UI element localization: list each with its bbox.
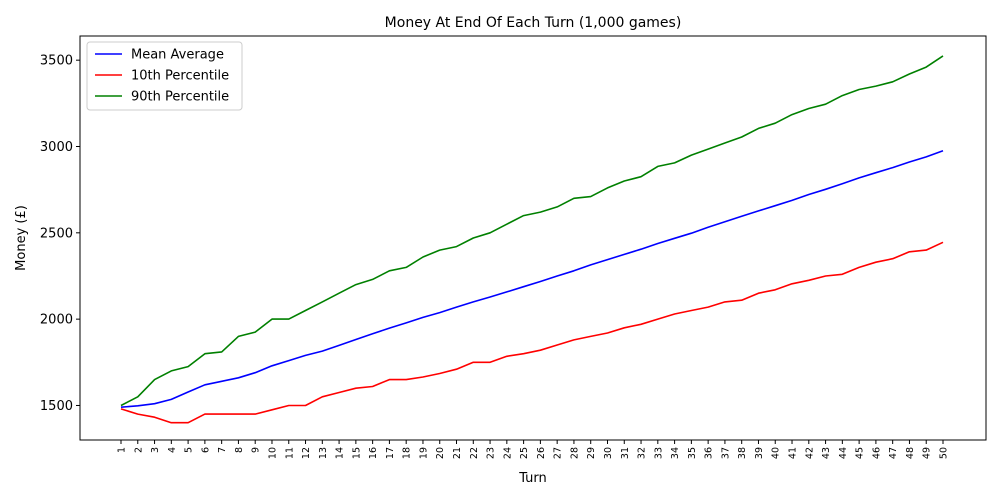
x-tick-label: 5 xyxy=(184,447,195,453)
series-line-1 xyxy=(120,150,944,408)
x-tick-label: 17 xyxy=(385,447,396,459)
x-tick-label: 18 xyxy=(402,447,413,459)
y-tick-label: 2500 xyxy=(40,226,73,241)
x-tick-label: 27 xyxy=(553,447,564,459)
y-tick-label: 2000 xyxy=(40,313,73,328)
chart-title: Money At End Of Each Turn (1,000 games) xyxy=(385,15,682,31)
x-axis-label: Turn xyxy=(518,471,547,486)
x-tick-label: 36 xyxy=(704,447,715,459)
x-tick-label: 13 xyxy=(318,447,329,459)
x-tick-label: 9 xyxy=(251,447,262,453)
x-tick-label: 4 xyxy=(167,447,178,453)
legend-label: 10th Percentile xyxy=(131,69,229,84)
x-tick-label: 19 xyxy=(419,447,430,459)
x-tick-label: 14 xyxy=(335,447,346,459)
x-tick-label: 41 xyxy=(788,447,799,459)
x-tick-label: 12 xyxy=(301,447,312,459)
series-layer xyxy=(120,55,944,424)
series-line-3 xyxy=(120,55,944,407)
x-tick-label: 33 xyxy=(653,447,664,459)
x-tick-label: 42 xyxy=(804,447,815,459)
x-tick-label: 28 xyxy=(569,447,580,459)
x-tick-label: 16 xyxy=(368,447,379,459)
x-tick-label: 50 xyxy=(939,447,950,459)
x-tick-label: 2 xyxy=(133,447,144,453)
y-tick-label: 1500 xyxy=(40,399,73,414)
x-tick-label: 3 xyxy=(150,447,161,453)
x-tick-label: 31 xyxy=(620,447,631,459)
x-tick-label: 23 xyxy=(486,447,497,459)
x-tick-label: 20 xyxy=(435,447,446,459)
x-tick-label: 8 xyxy=(234,447,245,453)
x-tick-label: 44 xyxy=(838,447,849,459)
legend-label: Mean Average xyxy=(131,48,224,63)
y-tick-label: 3000 xyxy=(40,140,73,155)
x-tick-label: 32 xyxy=(637,447,648,459)
x-tick-label: 35 xyxy=(687,447,698,459)
series-line-2 xyxy=(120,241,944,424)
legend-label: 90th Percentile xyxy=(131,90,229,105)
x-tick-label: 40 xyxy=(771,447,782,459)
x-tick-label: 30 xyxy=(603,447,614,459)
y-tick-label: 3500 xyxy=(40,54,73,69)
x-tick-label: 38 xyxy=(737,447,748,459)
x-tick-label: 29 xyxy=(586,447,597,459)
plot-frame xyxy=(79,35,987,441)
x-tick-label: 46 xyxy=(871,447,882,459)
x-tick-label: 15 xyxy=(351,447,362,459)
x-tick-label: 37 xyxy=(720,447,731,459)
y-axis-label: Money (£) xyxy=(14,205,29,271)
x-tick-label: 22 xyxy=(469,447,480,459)
x-tick-label: 21 xyxy=(452,447,463,459)
x-tick-label: 34 xyxy=(670,447,681,459)
x-tick-label: 45 xyxy=(855,447,866,459)
x-tick-label: 24 xyxy=(502,447,513,459)
x-tick-label: 11 xyxy=(284,447,295,459)
y-axis: 1500 2000 2500 3000 3500 xyxy=(40,54,80,414)
x-tick-label: 39 xyxy=(754,447,765,459)
x-axis: 1 2 3 4 5 6 7 8 9 10 11 12 13 14 15 16 17 18 19 20 21 22 23 24 2… xyxy=(117,440,950,459)
x-tick-label: 49 xyxy=(922,447,933,459)
x-tick-label: 25 xyxy=(519,447,530,459)
x-tick-label: 1 xyxy=(117,447,128,453)
legend-box xyxy=(86,41,243,111)
legend: Mean Average 10th Percentile 90th Percenti… xyxy=(86,41,243,111)
x-tick-label: 10 xyxy=(268,447,279,459)
x-tick-label: 48 xyxy=(905,447,916,459)
x-tick-label: 7 xyxy=(217,447,228,453)
x-tick-label: 43 xyxy=(821,447,832,459)
x-tick-label: 26 xyxy=(536,447,547,459)
x-tick-label: 47 xyxy=(888,447,899,459)
x-tick-label: 6 xyxy=(200,447,211,453)
